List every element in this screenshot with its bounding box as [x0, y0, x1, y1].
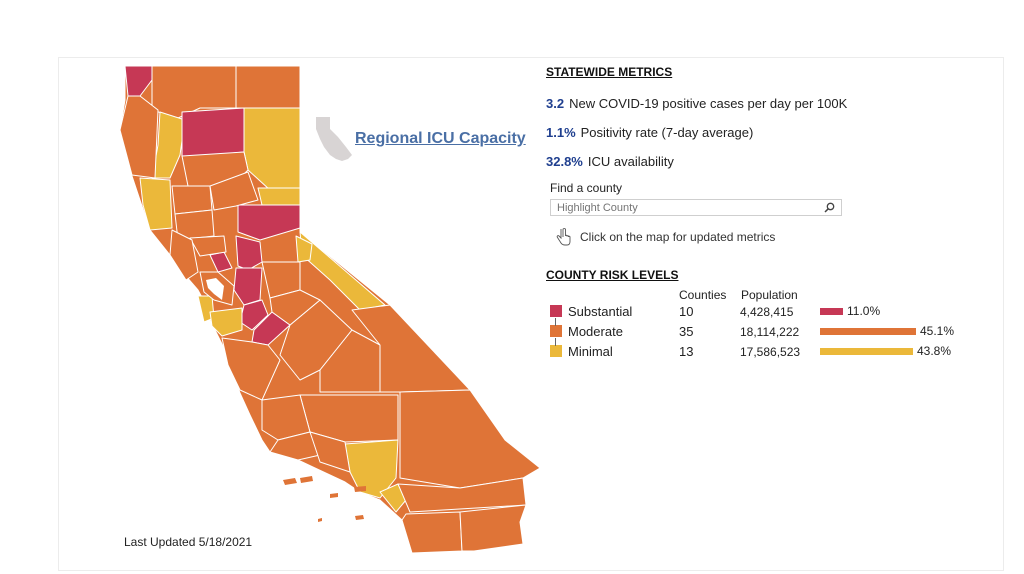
risk-swatch-substantial — [550, 305, 562, 317]
county-butte[interactable] — [209, 171, 259, 211]
risk-label: Moderate — [568, 324, 623, 339]
metric-cases: 3.2 New COVID-19 positive cases per day p… — [546, 96, 966, 111]
metric-cases-text: New COVID-19 positive cases per day per … — [569, 96, 848, 111]
county-san-mateo[interactable] — [209, 307, 243, 337]
legend-connector — [555, 318, 556, 326]
county-sierra[interactable] — [257, 187, 301, 206]
county-mendocino[interactable] — [139, 177, 173, 231]
county-search-box[interactable] — [550, 199, 842, 216]
county-imperial[interactable] — [459, 504, 527, 552]
risk-share-bar — [820, 348, 913, 355]
county-search-input[interactable] — [557, 201, 797, 214]
county-placer[interactable] — [237, 204, 301, 241]
map-hint-text: Click on the map for updated metrics — [580, 230, 776, 244]
metric-icu-text: ICU availability — [587, 154, 674, 169]
risk-counties: 10 — [679, 304, 694, 319]
channel-islands — [283, 476, 366, 522]
mini-california-icon[interactable] — [312, 115, 354, 167]
county-santa-barbara[interactable] — [269, 431, 321, 461]
risk-label: Minimal — [568, 344, 613, 359]
risk-share-percent: 43.8% — [917, 344, 952, 358]
risk-levels-table: Counties Population Substantial 10 4,428,4… — [546, 288, 966, 364]
risk-population: 4,428,415 — [740, 305, 794, 319]
risk-row-moderate[interactable]: Moderate 35 18,114,222 45.1% — [546, 324, 966, 344]
county-monterey[interactable] — [221, 337, 281, 401]
county-risk-levels-heading: COUNTY RISK LEVELS — [546, 268, 679, 282]
risk-population: 18,114,222 — [740, 325, 800, 339]
find-county-label: Find a county — [550, 181, 623, 195]
county-riverside[interactable] — [397, 477, 527, 513]
risk-label: Substantial — [568, 304, 633, 319]
metric-icu: 32.8% ICU availability — [546, 154, 966, 169]
risk-row-minimal[interactable]: Minimal 13 17,586,523 43.8% — [546, 344, 966, 364]
pointer-hand-icon — [556, 228, 571, 246]
county-sonoma[interactable] — [169, 229, 199, 281]
metric-positivity: 1.1% Positivity rate (7-day average) — [546, 125, 966, 140]
risk-swatch-minimal — [550, 345, 562, 357]
risk-share-bar — [820, 308, 843, 315]
county-ventura[interactable] — [309, 431, 351, 473]
metric-icu-value: 32.8% — [546, 154, 583, 169]
counties-column-header: Counties — [679, 288, 727, 302]
statewide-metrics-heading: STATEWIDE METRICS — [546, 65, 673, 79]
risk-counties: 35 — [679, 324, 694, 339]
county-san-diego[interactable] — [401, 511, 463, 554]
county-san-bernardino[interactable] — [399, 389, 541, 489]
last-updated: Last Updated 5/18/2021 — [124, 535, 253, 549]
population-column-header: Population — [741, 288, 798, 302]
county-mariposa[interactable] — [269, 289, 321, 326]
metrics-panel: STATEWIDE METRICS 3.2 New COVID-19 positi… — [546, 65, 966, 364]
risk-population: 17,586,523 — [740, 345, 801, 359]
california-county-map[interactable] — [0, 0, 560, 574]
search-icon[interactable] — [824, 202, 835, 213]
county-colusa[interactable] — [174, 209, 215, 241]
risk-share-percent: 11.0% — [847, 304, 881, 318]
county-shasta[interactable] — [181, 107, 245, 157]
risk-counties: 13 — [679, 344, 694, 359]
san-francisco-bay — [206, 278, 224, 300]
metric-cases-value: 3.2 — [546, 96, 565, 111]
map-hint: Click on the map for updated metrics — [556, 228, 966, 246]
county-alpine[interactable] — [295, 235, 313, 263]
legend-connector — [555, 338, 556, 346]
risk-rows: Substantial 10 4,428,415 11.0% Moderate 35 18,… — [546, 304, 966, 364]
county-merced[interactable] — [251, 311, 291, 346]
risk-row-substantial[interactable]: Substantial 10 4,428,415 11.0% — [546, 304, 966, 324]
county-glenn[interactable] — [171, 185, 213, 215]
county-modoc[interactable] — [235, 65, 301, 109]
metric-positivity-text: Positivity rate (7-day average) — [580, 125, 754, 140]
county-yolo[interactable] — [189, 235, 227, 257]
county-del-norte[interactable] — [124, 65, 153, 97]
county-sacramento[interactable] — [235, 235, 263, 271]
risk-share-percent: 45.1% — [920, 324, 955, 338]
regional-icu-capacity-link[interactable]: Regional ICU Capacity — [355, 130, 526, 147]
county-humboldt[interactable] — [119, 95, 159, 179]
dashboard-frame — [58, 57, 1004, 571]
metric-positivity-value: 1.1% — [546, 125, 576, 140]
risk-share-bar — [820, 328, 916, 335]
risk-swatch-moderate — [550, 325, 562, 337]
risk-table-header: Counties Population — [546, 288, 966, 304]
